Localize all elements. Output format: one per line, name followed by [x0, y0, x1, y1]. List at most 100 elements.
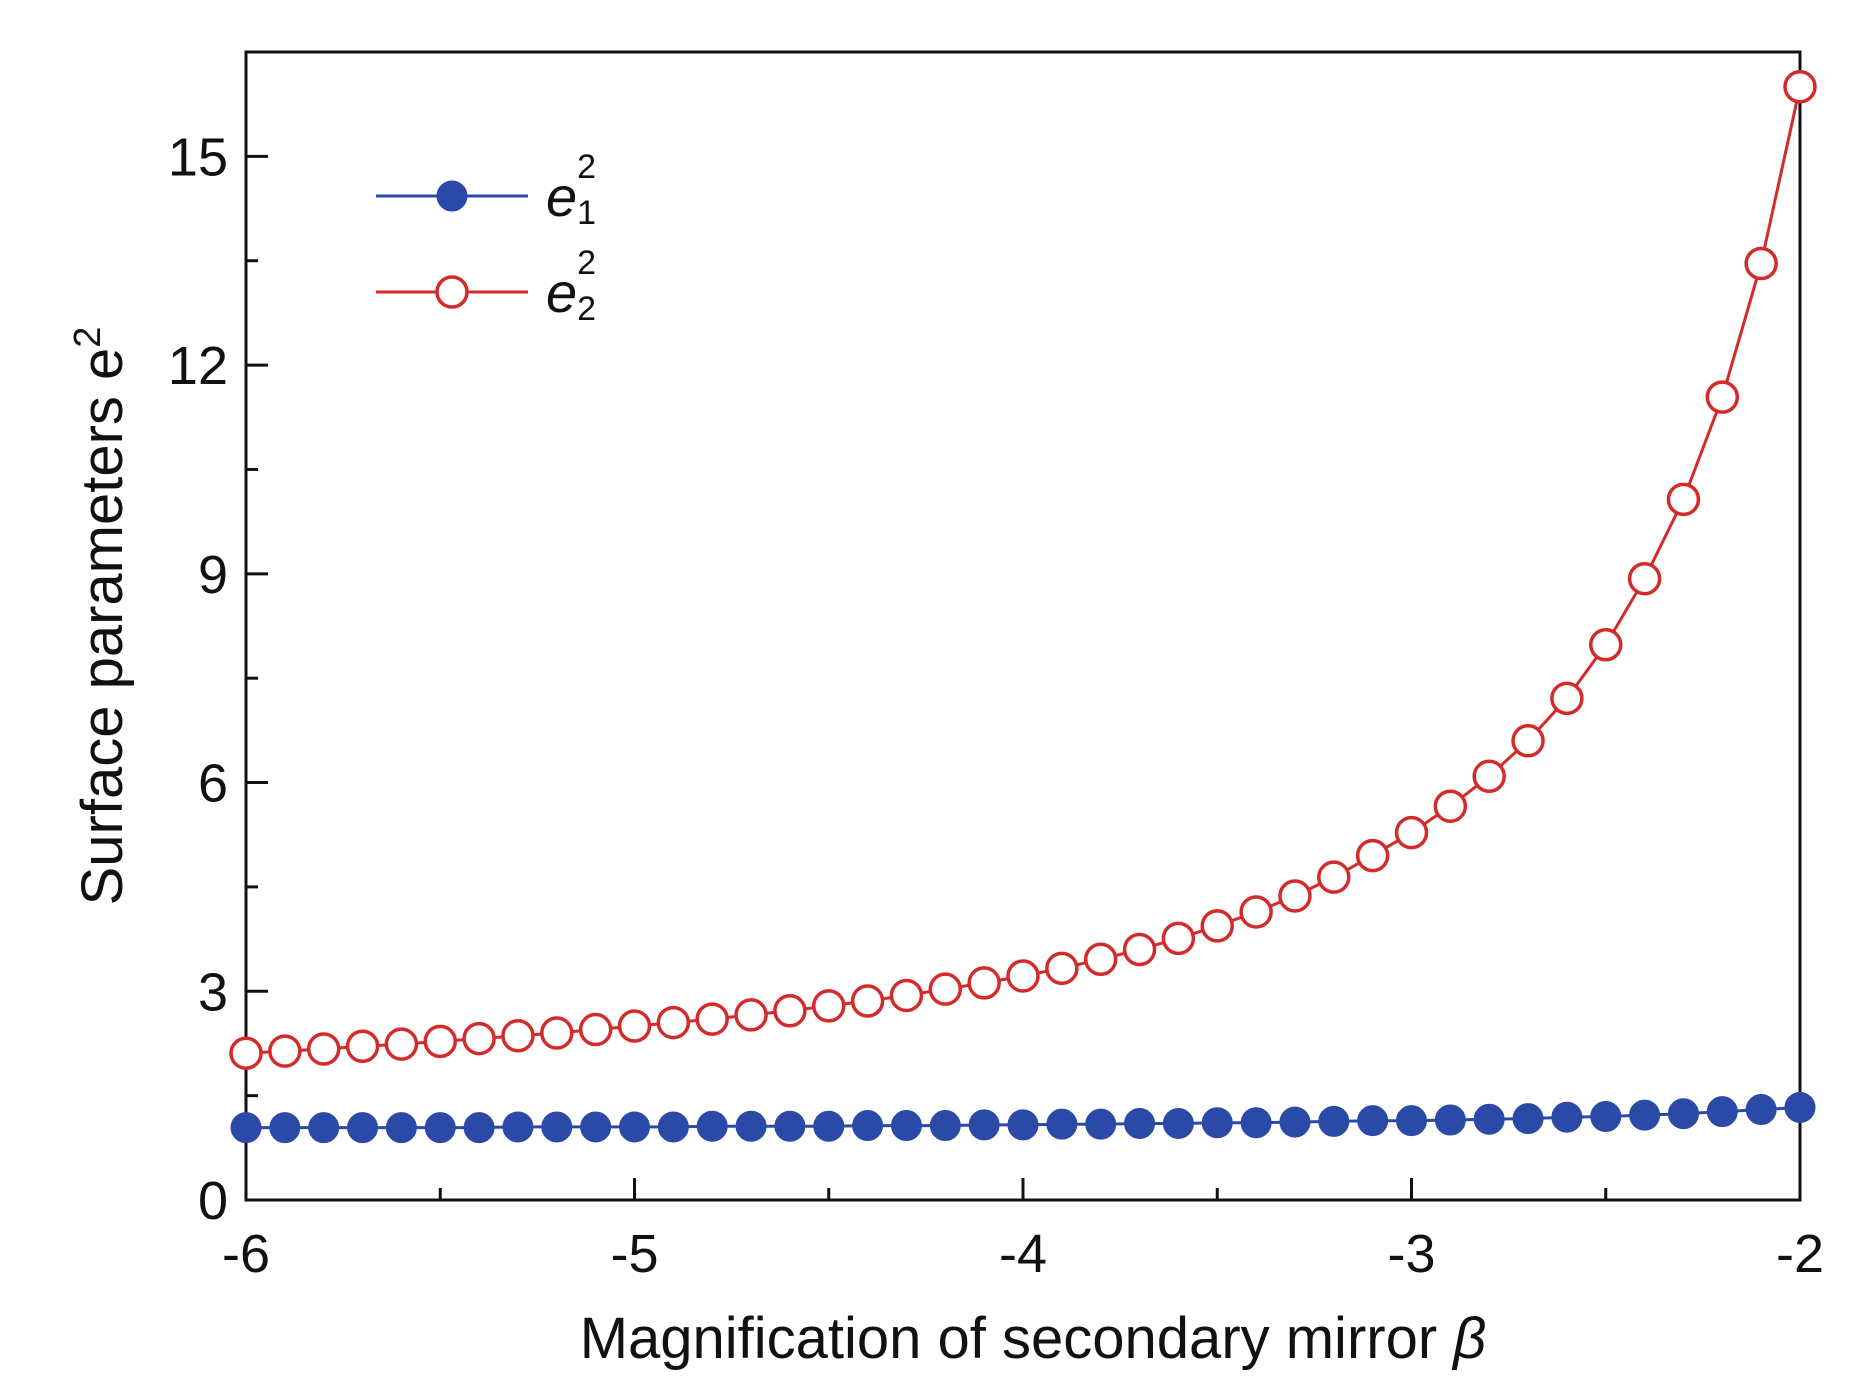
- data-point: [773, 994, 807, 1028]
- data-point: [424, 1112, 456, 1144]
- data-point: [1161, 921, 1196, 956]
- data-point: [1357, 1105, 1389, 1137]
- series-e1: [230, 1091, 1816, 1144]
- data-point: [385, 1112, 417, 1144]
- data-point: [1512, 1103, 1544, 1135]
- data-point: [1046, 1108, 1078, 1140]
- data-point: [1473, 1103, 1505, 1135]
- data-point: [656, 1005, 691, 1040]
- data-point: [1550, 681, 1584, 716]
- data-point: [735, 1110, 767, 1142]
- y-tick-label: 12: [168, 336, 228, 396]
- plot-frame: [244, 50, 1802, 1202]
- data-point: [1279, 1106, 1311, 1138]
- data-point: [1744, 246, 1778, 281]
- legend-marker-e2: [435, 275, 469, 309]
- x-tick-label: -4: [999, 1224, 1047, 1284]
- data-point: [1085, 1108, 1117, 1140]
- legend-label-e2-base: e: [546, 261, 577, 324]
- data-point: [1627, 561, 1662, 596]
- legend-marker-e1: [436, 180, 468, 212]
- data-point: [1472, 759, 1506, 794]
- data-point: [502, 1111, 534, 1143]
- data-point: [967, 966, 1001, 1000]
- data-point: [1355, 838, 1390, 873]
- data-point: [617, 1009, 652, 1043]
- data-point: [501, 1019, 535, 1053]
- x-axis-title-symbol: β: [1451, 1306, 1486, 1371]
- x-tick-label: -3: [1387, 1224, 1435, 1284]
- y-axis-title-sup: 2: [67, 327, 109, 348]
- legend-label-e1-base: e: [546, 165, 577, 228]
- data-point: [268, 1034, 302, 1068]
- data-point: [1433, 789, 1468, 823]
- data-point: [1396, 1105, 1427, 1137]
- legend-entry-e1: e1 2: [376, 148, 596, 232]
- data-point: [813, 1110, 845, 1142]
- data-point: [463, 1112, 495, 1144]
- data-point: [1124, 1107, 1156, 1139]
- data-point: [850, 984, 885, 1018]
- data-point: [347, 1112, 379, 1144]
- data-point: [1784, 1091, 1816, 1123]
- data-point: [1278, 879, 1312, 913]
- legend-label-e2: e2 2: [546, 244, 596, 328]
- data-point: [1006, 959, 1040, 993]
- x-axis-title: Magnification of secondary mirror β: [580, 1306, 1487, 1371]
- data-point: [928, 972, 963, 1006]
- data-point: [1629, 1099, 1661, 1131]
- x-tick-label: -2: [1776, 1224, 1824, 1284]
- data-point: [1317, 860, 1351, 894]
- data-point: [1589, 628, 1623, 662]
- legend-label-e2-sub: 2: [577, 290, 596, 328]
- data-point: [384, 1027, 419, 1061]
- data-point: [1434, 1104, 1466, 1136]
- data-point: [462, 1021, 496, 1056]
- data-point: [1239, 895, 1273, 929]
- data-point: [1200, 909, 1234, 943]
- data-point: [269, 1112, 301, 1144]
- data-point: [1667, 1098, 1699, 1130]
- data-point: [1705, 380, 1740, 414]
- legend-label-e1-sub: 1: [577, 194, 596, 232]
- x-tick-label: -5: [610, 1224, 658, 1284]
- y-tick-label: 9: [198, 545, 228, 605]
- data-point: [580, 1111, 612, 1143]
- data-point: [1083, 942, 1118, 977]
- data-point: [1551, 1101, 1583, 1133]
- x-axis-title-text: Magnification of secondary mirror: [580, 1306, 1437, 1371]
- y-tick-label: 15: [168, 127, 228, 187]
- x-tick-label: -6: [222, 1224, 270, 1284]
- y-axis-title-text: Surface parameters e: [70, 348, 135, 906]
- data-point: [1201, 1107, 1233, 1139]
- legend-label-e2-sup: 2: [577, 244, 596, 282]
- data-point: [1511, 724, 1545, 758]
- data-point: [812, 989, 846, 1023]
- data-point: [1122, 932, 1157, 967]
- data-point: [968, 1109, 1000, 1141]
- y-tick-label: 0: [198, 1171, 228, 1231]
- legend-label-e1-sup: 2: [577, 148, 596, 186]
- series-line: [245, 86, 1802, 1055]
- data-point: [1162, 1107, 1194, 1139]
- data-point: [306, 1032, 341, 1066]
- data-point: [308, 1112, 340, 1144]
- y-tick-label: 3: [198, 962, 228, 1022]
- data-point: [1240, 1107, 1272, 1139]
- series-e2: [229, 70, 1817, 1070]
- y-axis-title: Surface parameters e2: [67, 327, 135, 906]
- data-point: [230, 1112, 262, 1144]
- data-point: [852, 1110, 884, 1142]
- data-point: [774, 1110, 806, 1142]
- legend: e12 e22: [376, 148, 596, 328]
- data-point: [541, 1111, 573, 1143]
- data-point: [1666, 482, 1701, 517]
- data-point: [540, 1016, 574, 1050]
- data-point: [1045, 951, 1079, 986]
- data-point: [578, 1012, 613, 1047]
- series-layer: [229, 70, 1817, 1144]
- data-point: [695, 1002, 729, 1036]
- data-point: [1590, 1101, 1622, 1133]
